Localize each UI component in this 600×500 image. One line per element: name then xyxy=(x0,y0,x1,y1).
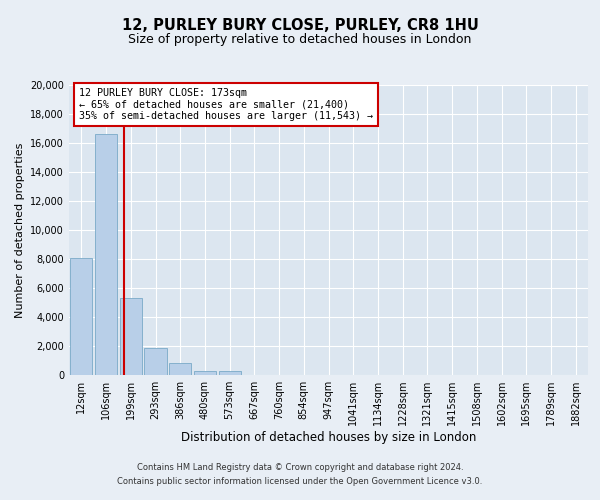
Bar xyxy=(95,134,117,375)
Bar xyxy=(169,364,191,375)
Text: 12 PURLEY BURY CLOSE: 173sqm
← 65% of detached houses are smaller (21,400)
35% o: 12 PURLEY BURY CLOSE: 173sqm ← 65% of de… xyxy=(79,88,373,121)
Bar xyxy=(145,348,167,375)
Y-axis label: Number of detached properties: Number of detached properties xyxy=(15,142,25,318)
X-axis label: Distribution of detached houses by size in London: Distribution of detached houses by size … xyxy=(181,431,476,444)
Text: Contains public sector information licensed under the Open Government Licence v3: Contains public sector information licen… xyxy=(118,477,482,486)
Text: Size of property relative to detached houses in London: Size of property relative to detached ho… xyxy=(128,32,472,46)
Text: Contains HM Land Registry data © Crown copyright and database right 2024.: Contains HM Land Registry data © Crown c… xyxy=(137,464,463,472)
Bar xyxy=(194,370,216,375)
Bar xyxy=(218,371,241,375)
Bar xyxy=(119,298,142,375)
Text: 12, PURLEY BURY CLOSE, PURLEY, CR8 1HU: 12, PURLEY BURY CLOSE, PURLEY, CR8 1HU xyxy=(122,18,478,32)
Bar xyxy=(70,258,92,375)
